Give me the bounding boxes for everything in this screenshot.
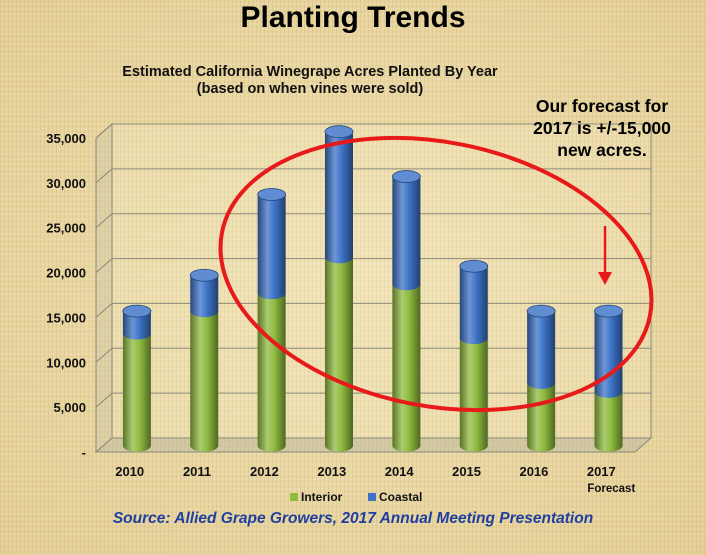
forecast-note-line-2: 2017 is +/-15,000 [533, 118, 671, 138]
bar-coastal-segment [257, 194, 286, 300]
forecast-note: Our forecast for 2017 is +/-15,000 new a… [512, 95, 692, 161]
bar-2014 [391, 170, 421, 452]
x-tick-label: 2011 [183, 464, 211, 479]
bar-interior-segment [325, 257, 354, 452]
bar-interior-segment [122, 333, 151, 452]
y-tick-label: - [82, 445, 86, 460]
y-tick-label: 15,000 [46, 310, 86, 325]
annotation-ellipse [218, 135, 654, 413]
bar-top-cap [324, 125, 354, 139]
down-arrow-icon [598, 226, 612, 285]
y-tick-label: 10,000 [46, 355, 86, 370]
x-tick-sublabel: Forecast [587, 483, 635, 495]
bar-top-cap [257, 188, 287, 201]
gridline [95, 168, 651, 184]
bar-2015 [459, 259, 489, 452]
y-tick-label: 20,000 [46, 266, 86, 281]
chart-subtitle: (based on when vines were sold) [196, 81, 424, 97]
slide-title: Planting Trends [240, 1, 466, 34]
legend-entry: Interior [301, 490, 343, 504]
bar-top-cap [594, 304, 623, 318]
y-tick-label: 30,000 [46, 176, 86, 191]
gridline [95, 213, 651, 229]
x-tick-label: 2014 [385, 464, 415, 479]
x-tick-label: 2015 [452, 464, 481, 479]
x-tick-label: 2012 [250, 464, 279, 479]
bar-interior-segment [392, 284, 421, 452]
bar-2017 [594, 304, 623, 452]
bar-coastal-segment [594, 311, 623, 398]
bar-top-cap [526, 304, 556, 318]
legend-entry: Coastal [379, 490, 422, 504]
bar-2011 [189, 268, 219, 452]
bar-top-cap [122, 304, 152, 318]
bar-coastal-segment [190, 275, 219, 318]
x-tick-label: 2017 [587, 464, 616, 479]
gridline [95, 258, 651, 273]
bar-top-cap [459, 259, 489, 273]
bar-interior-segment [257, 293, 286, 452]
x-tick-label: 2013 [317, 464, 346, 479]
bar-top-cap [189, 268, 219, 282]
bar-interior-segment [459, 338, 488, 452]
y-tick-label: 5,000 [53, 400, 86, 415]
x-tick-label: 2016 [519, 464, 548, 479]
bar-coastal-segment [527, 311, 556, 389]
bar-coastal-segment [122, 311, 151, 340]
bar-2013 [324, 125, 354, 452]
gridline [95, 123, 651, 139]
forecast-note-line-3: new acres. [557, 140, 647, 160]
plot-floor [94, 437, 653, 453]
bar-2010 [122, 304, 152, 452]
bar-interior-segment [527, 382, 556, 452]
bar-2012 [257, 188, 287, 452]
bar-interior-segment [190, 311, 219, 452]
bar-2016 [526, 304, 556, 452]
bar-interior-segment [594, 391, 623, 452]
source-citation: Source: Allied Grape Growers, 2017 Annua… [112, 510, 594, 527]
y-tick-label: 35,000 [46, 131, 86, 146]
plot-side-wall [95, 122, 113, 454]
bar-coastal-segment [459, 266, 488, 345]
bar-top-cap [391, 170, 421, 183]
x-tick-label: 2010 [115, 464, 144, 479]
y-tick-label: 25,000 [46, 221, 86, 236]
bar-coastal-segment [392, 176, 421, 291]
bar-coastal-segment [325, 131, 354, 264]
legend: Interior Coastal [290, 490, 422, 504]
chart-title: Estimated California Winegrape Acres Pla… [122, 64, 498, 80]
legend-swatch [290, 493, 298, 501]
legend-swatch [368, 493, 376, 501]
forecast-note-line-1: Our forecast for [535, 96, 669, 116]
